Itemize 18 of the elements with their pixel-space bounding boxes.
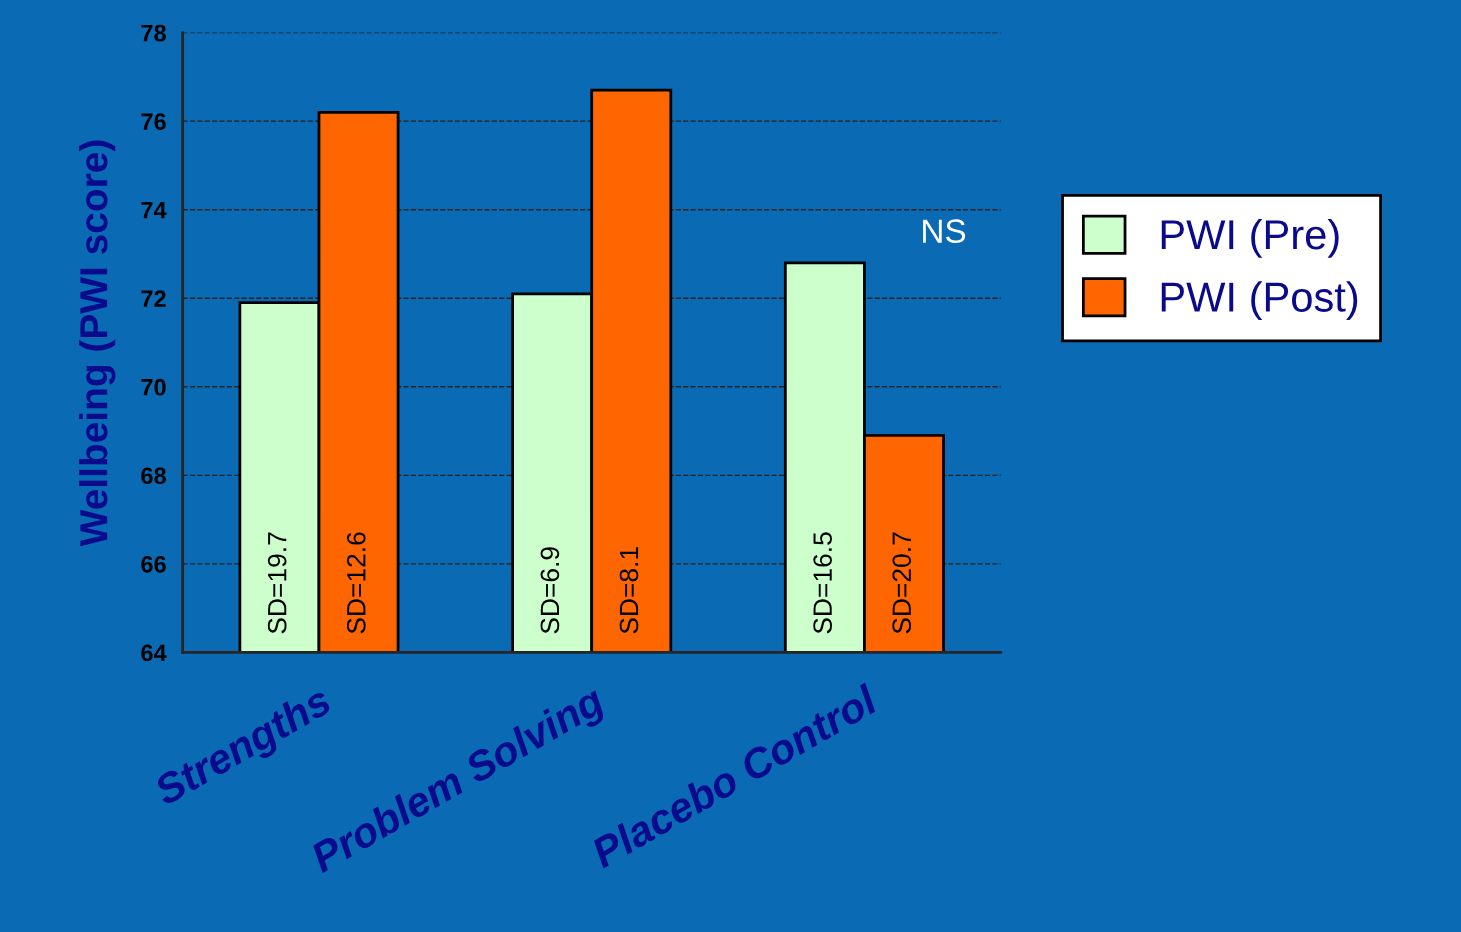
y-tick-label: 68 [141,467,166,485]
y-tick-label: 64 [141,644,167,662]
annotation: SD=20.7 [892,532,912,634]
y-tick-label: 78 [141,24,166,42]
y-tick-label: 70 [141,378,166,396]
annotation: SD=16.5 [813,532,832,634]
annotation: SD=6.9 [540,547,560,634]
y-tick-label: 76 [141,113,166,130]
annotation: SD=8.1 [619,547,639,634]
legend-label: PWI (Post) [1161,281,1358,321]
legend-label: PWI (Pre) [1161,218,1339,258]
y-tick-label: 66 [141,555,166,573]
annotation: NS [923,219,966,243]
y-tick-label: 74 [141,202,167,219]
y-axis-title: Wellbeing (PWI score) [78,140,116,547]
annotation: SD=19.7 [267,532,287,634]
y-tick-label: 72 [141,290,166,307]
annotation: SD=12.6 [346,532,366,634]
